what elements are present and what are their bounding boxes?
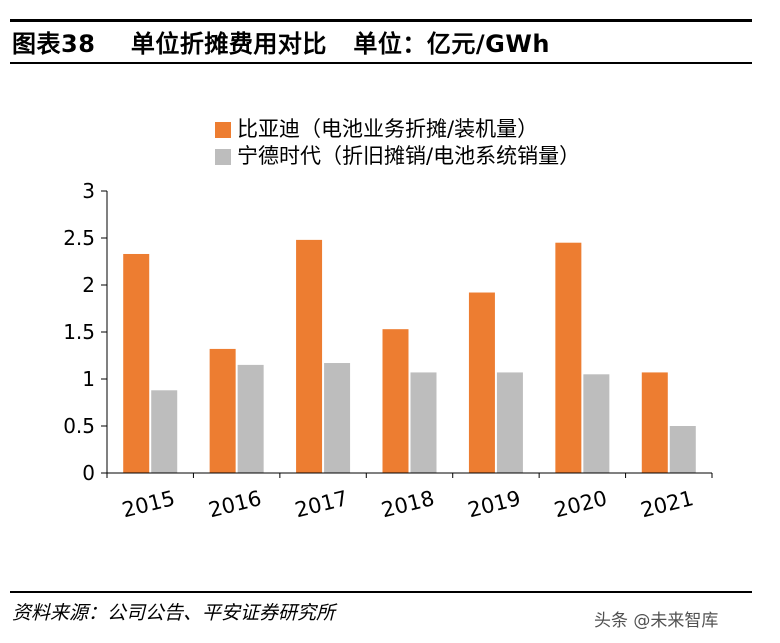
bar-byd: [123, 253, 150, 473]
bar-byd: [555, 242, 582, 473]
x-tick-label: 2015: [120, 486, 178, 522]
watermark: 头条 @未来智库: [594, 611, 719, 631]
bar-catl: [237, 364, 264, 473]
legend-label-byd: 比亚迪（电池业务折摊/装机量）: [237, 117, 539, 141]
x-tick-label: 2021: [638, 486, 696, 522]
legend-swatch-catl: [215, 148, 231, 165]
title-bottom-rule: [10, 62, 752, 64]
bar-catl: [669, 426, 696, 473]
y-tick-label: 1.5: [63, 320, 95, 344]
x-tick-label: 2018: [379, 486, 437, 522]
bar-catl: [151, 390, 178, 473]
x-tick-label: 2016: [206, 486, 264, 522]
bars: [123, 239, 696, 473]
bar-byd: [296, 239, 323, 473]
x-tick-label: 2020: [552, 486, 610, 522]
bar-byd: [209, 348, 236, 473]
bar-catl: [583, 374, 610, 473]
bar-byd: [468, 292, 495, 473]
y-tick-label: 2: [82, 273, 95, 297]
source-top-rule: [10, 591, 752, 593]
source-note: 资料来源：公司公告、平安证券研究所: [12, 602, 336, 624]
y-tick-label: 1: [82, 367, 95, 391]
legend-item-catl: 宁德时代（折旧摊销/电池系统销量）: [215, 143, 580, 170]
y-tick-label: 2.5: [63, 226, 95, 250]
legend-swatch-byd: [215, 121, 231, 138]
legend-item-byd: 比亚迪（电池业务折摊/装机量）: [215, 116, 580, 143]
x-tick-label: 2019: [465, 486, 523, 522]
x-axis: 2015 2016 2017 2018 2019 2020 2021: [106, 472, 713, 522]
bar-byd: [382, 329, 409, 473]
bar-catl: [324, 363, 351, 473]
legend-label-catl: 宁德时代（折旧摊销/电池系统销量）: [237, 144, 581, 168]
y-tick-label: 0.5: [63, 414, 95, 438]
figure-title: 图表38 单位折摊费用对比 单位：亿元/GWh: [12, 30, 550, 58]
y-axis: 0 0.5 1 1.5 2 2.5 3: [63, 179, 108, 485]
y-tick-label: 3: [82, 179, 95, 203]
chart-legend: 比亚迪（电池业务折摊/装机量） 宁德时代（折旧摊销/电池系统销量）: [215, 116, 580, 170]
bar-catl: [496, 372, 523, 473]
y-tick-label: 0: [82, 461, 95, 485]
x-tick-label: 2017: [293, 486, 351, 522]
title-top-rule: [10, 19, 752, 22]
bar-catl: [410, 372, 437, 473]
bar-byd: [641, 372, 668, 473]
